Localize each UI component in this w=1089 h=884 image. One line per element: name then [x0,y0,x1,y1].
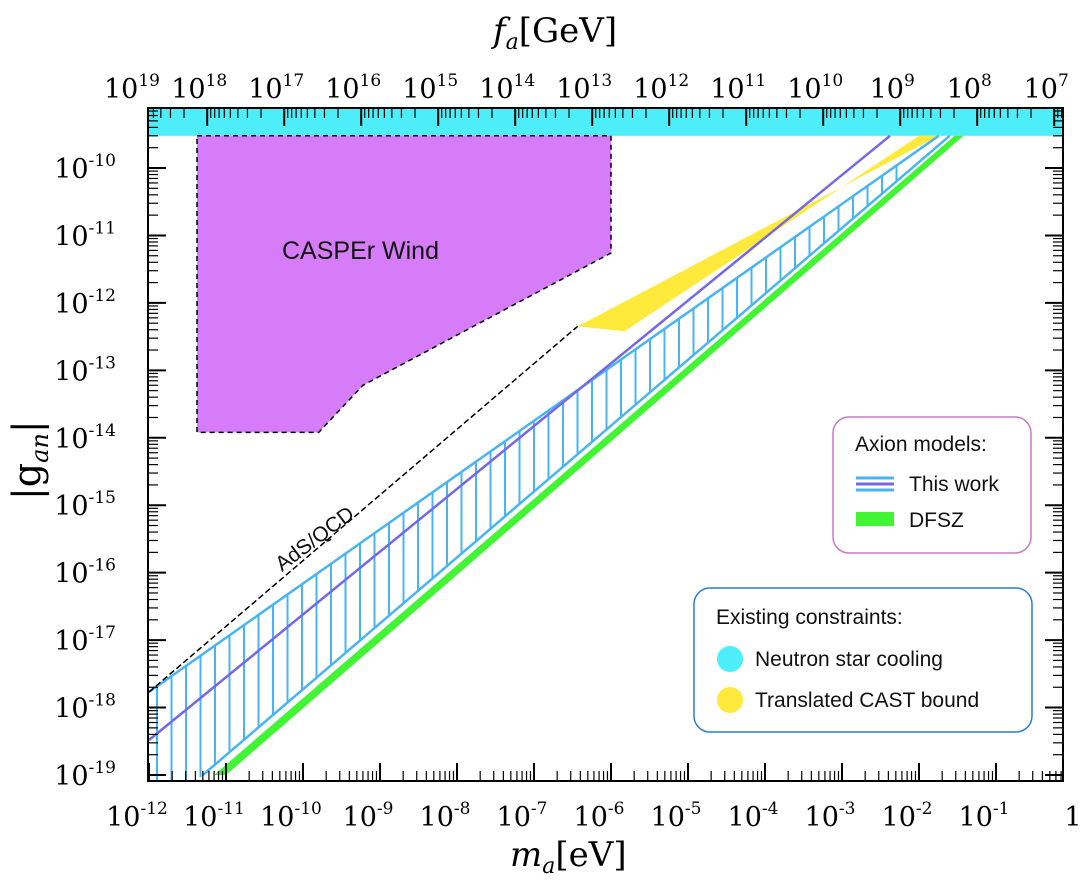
top-tick-label: 1019 [104,71,160,105]
top-tick-labels: 1019 1018 1017 1016 1015 1014 1013 1012 1011 1010… [104,71,1069,105]
legend-dfsz-label: DFSZ [909,509,964,532]
legend-neutron-star-swatch [717,646,743,672]
x-tick-label: 10-1 [959,799,1010,833]
y-tick-label: 10-17 [54,623,116,657]
this-work-hatching [156,165,898,781]
y-tick-label: 10-15 [54,488,116,522]
x-tick-label: 10-11 [183,799,245,833]
neutron-star-cooling-region [148,108,1063,136]
x-tick-label: 10-4 [728,799,779,833]
top-tick-label: 1010 [787,71,843,105]
top-tick-label: 1015 [402,71,458,105]
y-tick-label: 10-12 [54,286,116,320]
legend-this-work-swatch [856,476,894,492]
y-tick-label: 10-16 [54,556,116,590]
dfsz-band [214,135,964,776]
top-tick-label: 1016 [325,71,381,105]
axis-ticks [148,108,1063,781]
legend-models-title: Axion models: [855,433,987,456]
top-tick-label: 109 [870,71,915,105]
x-tick-label: 10-2 [882,799,933,833]
left-tick-labels: 10-10 10-11 10-12 10-13 10-14 10-15 10-16 10-17… [54,151,116,792]
x-tick-label: 10-9 [343,799,394,833]
bottom-tick-labels: 10-12 10-11 10-10 10-9 10-8 10-7 10-6 10-5 10-4 1… [106,799,1081,833]
legend-cast-label: Translated CAST bound [755,689,979,712]
legend-dfsz-swatch [856,512,894,526]
x-tick-label: 10-7 [497,799,548,833]
top-tick-label: 1014 [479,71,535,105]
ads-qcd-dashed-line [148,325,579,693]
legend-axion-models: Axion models: This work DFSZ [832,416,1032,554]
y-axis-title: |gan| [5,420,54,500]
legend-existing-constraints: Existing constraints: Neutron star cooli… [693,587,1033,733]
top-tick-label: 1011 [710,71,766,105]
bottom-axis-title: ma[eV] [510,835,627,879]
legend-this-work-label: This work [909,473,999,496]
y-tick-label: 10-11 [54,218,116,252]
x-tick-label: 10-3 [805,799,856,833]
top-tick-label: 1013 [556,71,612,105]
top-tick-label: 1012 [633,71,689,105]
y-tick-label: 10-13 [54,353,116,387]
casper-wind-region [196,135,612,434]
y-tick-label: 10-18 [54,691,116,725]
x-tick-label: 10-5 [651,799,702,833]
legend-neutron-star-label: Neutron star cooling [755,648,943,671]
legend-cast-swatch [717,687,743,713]
x-tick-label: 10-12 [106,799,168,833]
top-tick-label: 1018 [171,71,227,105]
x-tick-label: 10-6 [574,799,625,833]
x-tick-label: 10-10 [260,799,322,833]
this-work-upper-line [148,134,940,694]
x-tick-label: 10-8 [420,799,471,833]
this-work-lower-line [202,134,951,776]
y-tick-label: 10-19 [54,758,116,792]
top-tick-label: 108 [947,71,992,105]
cast-bound-region [577,135,939,332]
casper-wind-label: CASPEr Wind [282,237,439,265]
y-tick-label: 10-14 [54,421,116,455]
x-tick-label: 1 [1064,802,1081,833]
top-tick-label: 1017 [248,71,304,105]
legend-constraints-title: Existing constraints: [716,606,903,629]
top-tick-label: 107 [1024,71,1069,105]
y-tick-label: 10-10 [54,151,116,185]
top-axis-title: fa[GeV] [490,11,617,55]
this-work-center-line [148,134,891,741]
